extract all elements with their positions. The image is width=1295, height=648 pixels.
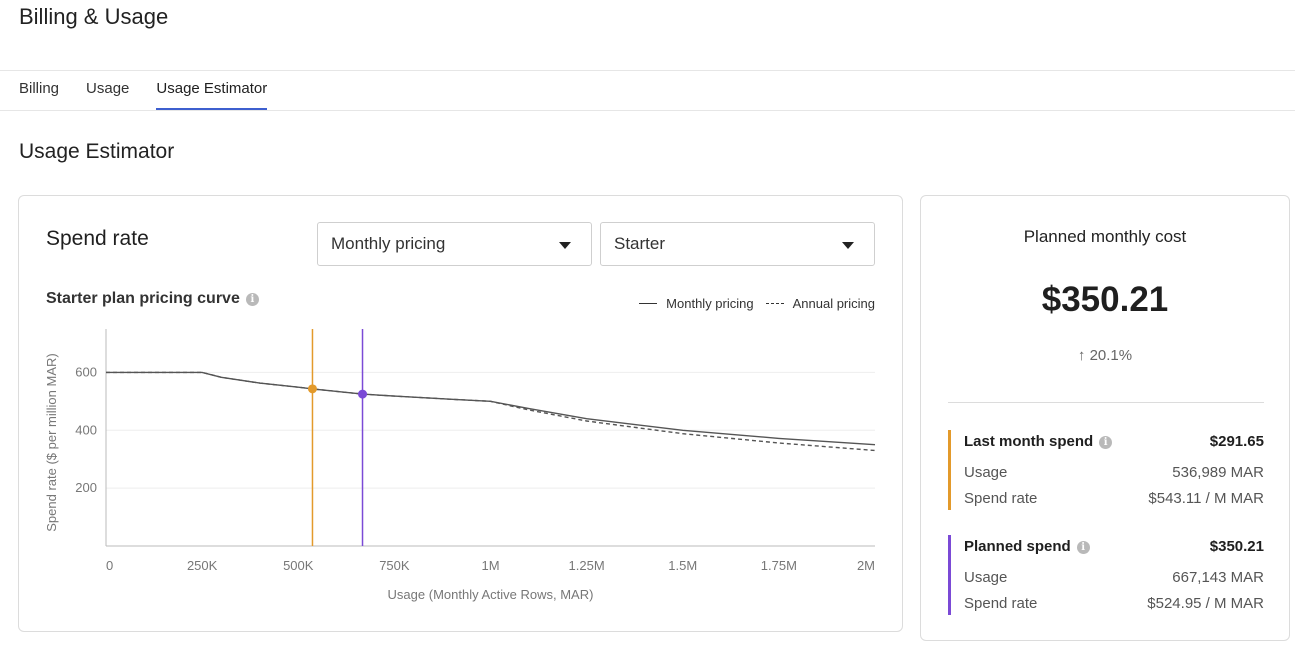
x-tick-label: 0 — [106, 558, 113, 573]
planned-cost-value: $350.21 — [1041, 280, 1169, 319]
legend-label-annual: Annual pricing — [792, 296, 875, 311]
last-month-rate-row: Spend rate $543.11 / M MAR — [964, 490, 1264, 507]
x-tick-label: 2M — [857, 558, 875, 573]
pricing-curve-chart: 200 400 600 0 250K 500K 750K 1M 1.25M 1.5M 1.75M 2M… — [44, 329, 876, 602]
spend-rate-card: Spend rate Monthly pricing Starter Start… — [18, 195, 903, 632]
marker-point-planned — [358, 389, 368, 399]
plan-select-value: Starter — [614, 234, 666, 253]
planned-rate-row: Spend rate $524.95 / M MAR — [964, 595, 1264, 612]
pricing-curve-title: Starter plan pricing curve i — [46, 290, 259, 308]
cost-change-value: 20.1% — [1089, 347, 1133, 364]
x-tick-label: 500K — [283, 558, 314, 573]
series-line-monthly — [106, 371, 876, 446]
y-tick-label: 600 — [75, 364, 97, 379]
pricing-curve-title-text: Starter plan pricing curve — [46, 290, 240, 307]
tab-billing[interactable]: Billing — [19, 80, 60, 97]
last-month-rate-label: Spend rate — [964, 490, 1038, 507]
plan-select[interactable]: Starter — [600, 222, 875, 266]
planned-header-row: Planned spend i $350.21 — [964, 538, 1264, 555]
series-line-annual — [106, 371, 876, 452]
x-tick-label: 1.5M — [668, 558, 697, 573]
cost-divider — [948, 402, 1264, 403]
planned-label-text: Planned spend — [964, 538, 1071, 555]
last-month-label: Last month spend i — [964, 433, 1113, 450]
x-tick-label: 1M — [481, 558, 499, 573]
last-month-usage-label: Usage — [964, 464, 1008, 481]
legend-item-annual: Annual pricing — [765, 296, 875, 311]
spend-rate-title: Spend rate — [46, 227, 149, 250]
last-month-spend-block: Last month spend i $291.65 Usage 536,989 … — [948, 430, 1264, 510]
arrow-up-icon: ↑ — [1077, 347, 1086, 364]
info-icon[interactable]: i — [1076, 541, 1090, 554]
caret-down-icon — [559, 242, 571, 249]
marker-point-last-month — [307, 384, 317, 394]
planned-cost-title: Planned monthly cost — [1023, 227, 1187, 246]
solid-line-swatch — [639, 303, 658, 304]
last-month-label-text: Last month spend — [964, 433, 1094, 450]
page-title: Billing & Usage — [19, 4, 169, 29]
y-tick-label: 400 — [75, 422, 97, 437]
tab-usage[interactable]: Usage — [86, 80, 130, 97]
last-month-header-row: Last month spend i $291.65 — [964, 433, 1264, 450]
caret-down-icon — [842, 242, 854, 249]
last-month-usage-value: 536,989 MAR — [1172, 464, 1264, 481]
last-month-usage-row: Usage 536,989 MAR — [964, 464, 1264, 481]
planned-rate-value: $524.95 / M MAR — [1147, 595, 1264, 612]
section-title: Usage Estimator — [19, 140, 175, 163]
legend-item-monthly: Monthly pricing — [639, 296, 754, 311]
planned-usage-row: Usage 667,143 MAR — [964, 569, 1264, 586]
planned-spend-block: Planned spend i $350.21 Usage 667,143 MAR… — [948, 535, 1264, 615]
header-divider — [0, 70, 1295, 71]
tab-usage-estimator[interactable]: Usage Estimator — [156, 80, 268, 110]
pricing-select[interactable]: Monthly pricing — [317, 222, 592, 266]
x-tick-label: 250K — [187, 558, 218, 573]
tabs-divider — [0, 110, 1295, 111]
y-tick-label: 200 — [75, 480, 97, 495]
pricing-select-value: Monthly pricing — [331, 234, 446, 253]
x-tick-label: 750K — [379, 558, 410, 573]
planned-total: $350.21 — [1209, 538, 1264, 555]
x-axis-label: Usage (Monthly Active Rows, MAR) — [388, 587, 594, 602]
planned-rate-label: Spend rate — [964, 595, 1038, 612]
planned-usage-label: Usage — [964, 569, 1008, 586]
dashed-line-swatch — [765, 303, 784, 304]
tab-bar: Billing Usage Usage Estimator — [19, 80, 294, 110]
cost-change: ↑ 20.1% — [921, 347, 1289, 364]
info-icon[interactable]: i — [245, 293, 259, 306]
last-month-color-bar — [948, 430, 951, 510]
info-icon[interactable]: i — [1099, 436, 1113, 449]
planned-color-bar — [948, 535, 951, 615]
planned-cost-card: Planned monthly cost $350.21 ↑ 20.1% Las… — [920, 195, 1290, 641]
chart-legend: Monthly pricing Annual pricing — [627, 296, 875, 311]
x-tick-label: 1.75M — [761, 558, 797, 573]
y-axis-label: Spend rate ($ per million MAR) — [44, 353, 59, 531]
planned-usage-value: 667,143 MAR — [1172, 569, 1264, 586]
last-month-rate-value: $543.11 / M MAR — [1148, 490, 1264, 507]
last-month-total: $291.65 — [1209, 433, 1264, 450]
planned-label: Planned spend i — [964, 538, 1090, 555]
legend-label-monthly: Monthly pricing — [666, 296, 754, 311]
x-tick-label: 1.25M — [569, 558, 605, 573]
